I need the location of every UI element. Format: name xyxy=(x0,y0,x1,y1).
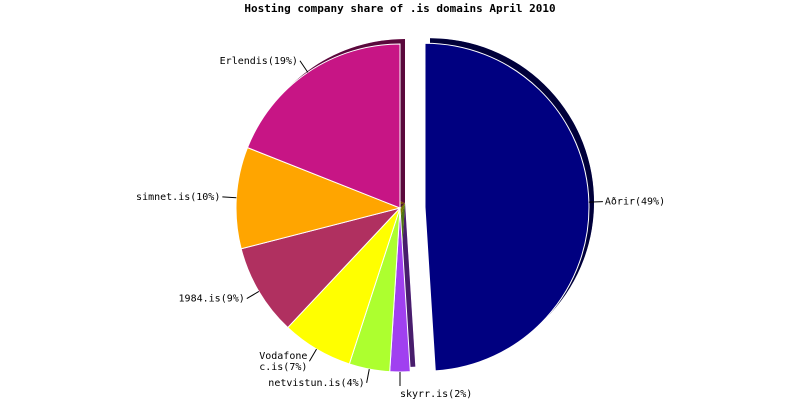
slice-label-name: netvistun.is xyxy=(268,378,340,389)
pie-slice xyxy=(240,207,402,329)
leader-line xyxy=(366,369,370,383)
slice-label-value: (19%) xyxy=(268,56,298,67)
slice-label-value: (49%) xyxy=(635,197,665,208)
slice-label-value: (2%) xyxy=(448,389,472,400)
slice-label: 1984.is(9%) xyxy=(179,294,245,305)
chart-title: Hosting company share of .is domains Apr… xyxy=(244,2,555,15)
pie-slice xyxy=(246,43,401,209)
slice-label-name-part: c.is xyxy=(259,362,283,373)
slice-label: simnet.is(10%) xyxy=(136,192,220,203)
slice-label-value: (7%) xyxy=(283,362,307,373)
pie-slice xyxy=(235,146,402,250)
slice-label-name: Erlendis xyxy=(220,56,268,67)
slice-label-name-part: Vodafone xyxy=(259,351,307,362)
leader-line xyxy=(308,348,317,362)
slice-label-name: Aðrir xyxy=(605,197,635,208)
slice-label: Erlendis(19%) xyxy=(220,56,298,67)
leader-line xyxy=(222,196,237,199)
slice-label-name: skyrr.is xyxy=(400,389,448,400)
slice-label-value: (10%) xyxy=(190,192,220,203)
slice-label: netvistun.is(4%) xyxy=(268,378,364,389)
slice-label: Vodafone c.is(7%) xyxy=(259,351,307,373)
slice-label: Aðrir(49%) xyxy=(605,197,665,208)
slice-label-name: 1984.is xyxy=(179,294,221,305)
leader-line xyxy=(246,291,260,300)
slice-label-value: (9%) xyxy=(221,294,245,305)
slice-label-name: simnet.is xyxy=(136,192,190,203)
slice-label-value: (4%) xyxy=(341,378,365,389)
slice-label: skyrr.is(2%) xyxy=(400,389,472,400)
pie-slice xyxy=(424,42,590,372)
leader-line xyxy=(299,60,309,73)
